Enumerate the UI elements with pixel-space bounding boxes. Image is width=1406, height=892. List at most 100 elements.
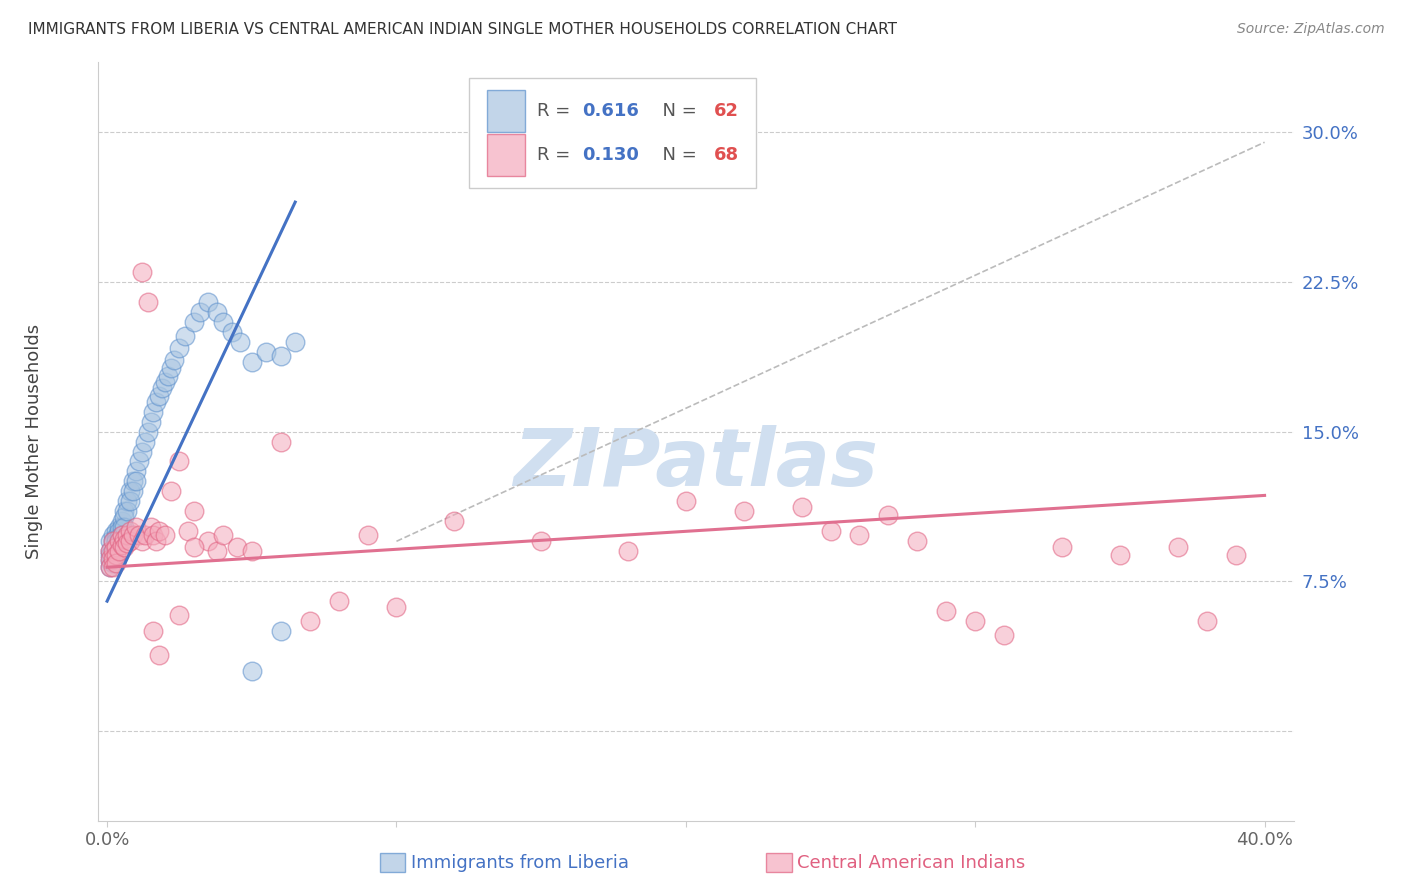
Point <box>270 434 292 449</box>
Point <box>617 544 640 558</box>
Point <box>114 504 136 518</box>
Point <box>101 560 124 574</box>
Point <box>107 534 129 549</box>
Text: ZIPatlas: ZIPatlas <box>513 425 879 503</box>
Point <box>211 528 233 542</box>
Point <box>177 524 200 539</box>
Point <box>125 475 148 489</box>
Point <box>101 548 124 563</box>
Point <box>98 554 121 568</box>
Point <box>159 484 181 499</box>
Point <box>240 544 263 558</box>
Point <box>675 494 697 508</box>
Text: N =: N = <box>651 146 702 164</box>
Point <box>733 504 755 518</box>
Point <box>385 600 408 615</box>
Point <box>156 368 179 383</box>
Point <box>104 548 127 563</box>
Point <box>183 541 205 555</box>
Point <box>110 528 132 542</box>
Text: 0.130: 0.130 <box>582 146 640 164</box>
Text: 0.616: 0.616 <box>582 103 640 120</box>
Point <box>107 520 129 534</box>
Point <box>98 560 121 574</box>
Point <box>101 556 124 570</box>
Point <box>153 528 176 542</box>
Point <box>131 444 153 458</box>
Point <box>169 454 191 468</box>
Point <box>120 484 142 499</box>
Point <box>110 514 132 528</box>
Point <box>98 552 121 566</box>
Point <box>254 344 277 359</box>
Point <box>145 534 167 549</box>
Point <box>101 544 124 558</box>
Point <box>205 544 228 558</box>
Point <box>993 628 1015 642</box>
Point <box>101 544 124 558</box>
Point <box>183 315 205 329</box>
Point <box>101 552 124 566</box>
Text: 68: 68 <box>714 146 740 164</box>
Point <box>145 394 167 409</box>
Point <box>1050 541 1073 555</box>
Point <box>117 504 139 518</box>
Point <box>1195 614 1218 628</box>
Point <box>107 530 129 544</box>
Point <box>120 494 142 508</box>
Point <box>848 528 870 542</box>
Point <box>356 528 378 542</box>
Text: N =: N = <box>651 103 702 120</box>
Point <box>159 360 181 375</box>
Point <box>122 528 145 542</box>
Point <box>134 434 156 449</box>
Point <box>169 341 191 355</box>
Point <box>122 484 145 499</box>
Point <box>122 475 145 489</box>
Point <box>188 305 211 319</box>
Point <box>139 520 162 534</box>
Point <box>120 524 142 539</box>
Point <box>148 389 170 403</box>
Text: Central American Indians: Central American Indians <box>797 854 1025 871</box>
Point <box>183 504 205 518</box>
Y-axis label: Single Mother Households: Single Mother Households <box>25 324 42 559</box>
Point <box>174 328 197 343</box>
Point <box>935 604 957 618</box>
Text: Immigrants from Liberia: Immigrants from Liberia <box>411 854 628 871</box>
Point <box>125 520 148 534</box>
Point <box>139 415 162 429</box>
Point <box>229 334 252 349</box>
Point <box>298 614 321 628</box>
Point <box>101 528 124 542</box>
Point <box>120 534 142 549</box>
Point <box>530 534 553 549</box>
Point <box>136 425 159 439</box>
Point <box>134 528 156 542</box>
Point <box>104 541 127 555</box>
Point <box>101 534 124 549</box>
Point <box>197 294 219 309</box>
Point <box>270 349 292 363</box>
Point <box>163 352 186 367</box>
Point <box>131 265 153 279</box>
Point <box>150 381 173 395</box>
FancyBboxPatch shape <box>486 135 524 177</box>
Point <box>104 524 127 539</box>
Point <box>110 538 132 552</box>
Point <box>128 528 150 542</box>
Point <box>1167 541 1189 555</box>
Point <box>820 524 842 539</box>
Point <box>328 594 350 608</box>
Point <box>443 514 465 528</box>
Point <box>114 510 136 524</box>
FancyBboxPatch shape <box>486 90 524 132</box>
Point <box>148 648 170 662</box>
Point <box>114 533 136 547</box>
Point <box>142 528 165 542</box>
Text: IMMIGRANTS FROM LIBERIA VS CENTRAL AMERICAN INDIAN SINGLE MOTHER HOUSEHOLDS CORR: IMMIGRANTS FROM LIBERIA VS CENTRAL AMERI… <box>28 22 897 37</box>
Point <box>205 305 228 319</box>
Point <box>169 608 191 623</box>
Point <box>110 528 132 542</box>
Text: R =: R = <box>537 146 576 164</box>
